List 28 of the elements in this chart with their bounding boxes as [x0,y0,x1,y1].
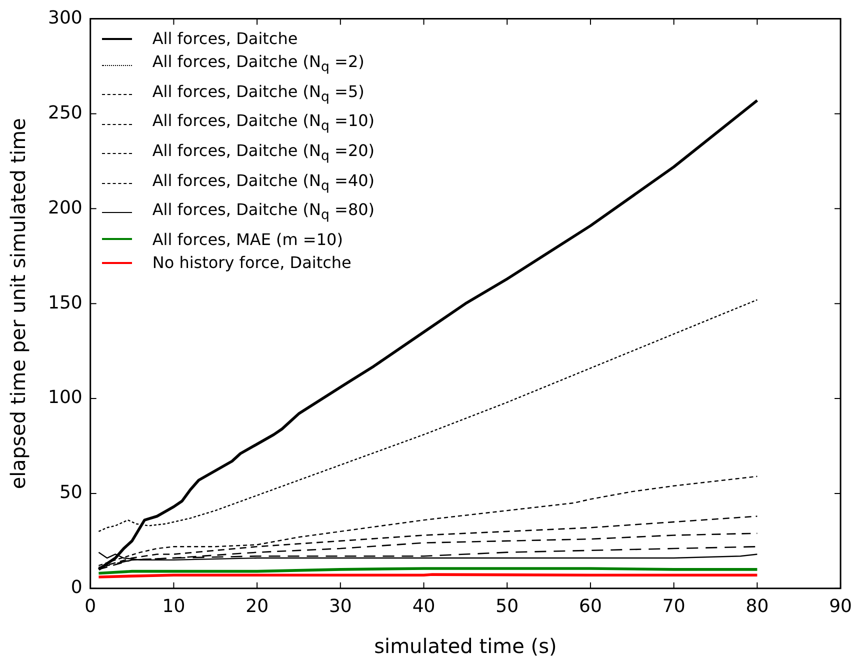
x-tick-label: 70 [662,596,686,617]
x-tick-label: 20 [246,596,269,617]
x-tick-label: 90 [829,596,852,617]
x-axis-title: simulated time (s) [374,634,557,658]
x-tick-label: 40 [412,596,436,617]
x-tick-label: 30 [328,596,352,617]
y-tick-label: 0 [70,577,82,598]
y-axis-title: elapsed time per unit simulated time [6,118,30,490]
legend-label: All forces, Daitche (N$_{q}$ =20) [152,140,375,166]
legend-label: No history force, Daitche [152,252,352,274]
y-tick-label: 200 [48,197,82,218]
x-tick-label: 0 [84,596,96,617]
legend-label: All forces, Daitche [152,28,298,50]
x-tick-label: 80 [746,596,769,617]
legend-label: All forces, Daitche (N$_{q}$ =5) [152,80,364,107]
y-tick-label: 250 [48,102,82,124]
legend-label: All forces, MAE (m =10) [152,228,343,251]
y-tick-label: 300 [48,7,82,28]
x-tick-label: 60 [579,596,602,617]
legend-label: All forces, Daitche (N$_{q}$ =40) [152,170,375,196]
x-tick-label: 10 [162,596,186,617]
legend-label: All forces, Daitche (N$_{q}$ =10) [152,110,375,137]
y-tick-label: 100 [48,387,82,408]
y-tick-label: 150 [48,292,82,314]
legend-label: All forces, Daitche (N$_{q}$ =2) [152,51,364,78]
legend-label: All forces, Daitche (N$_{q}$ =80) [152,199,375,226]
y-tick-label: 50 [59,482,82,504]
x-tick-label: 50 [496,596,519,617]
